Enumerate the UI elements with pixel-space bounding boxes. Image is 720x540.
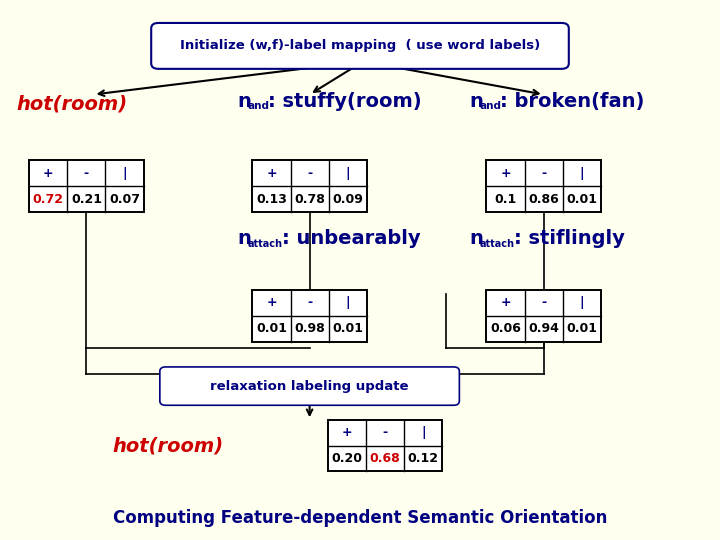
Text: |: | <box>346 296 350 309</box>
Text: n: n <box>238 92 251 111</box>
Text: 0.78: 0.78 <box>294 193 325 206</box>
FancyBboxPatch shape <box>487 160 601 212</box>
Text: +: + <box>266 167 276 180</box>
Text: +: + <box>342 426 352 439</box>
Text: -: - <box>84 167 89 180</box>
Text: 0.01: 0.01 <box>256 322 287 335</box>
Text: hot(room): hot(room) <box>112 436 223 455</box>
Text: 0.07: 0.07 <box>109 193 140 206</box>
Text: 0.21: 0.21 <box>71 193 102 206</box>
Text: hot(room): hot(room) <box>17 94 127 113</box>
Text: -: - <box>307 296 312 309</box>
FancyBboxPatch shape <box>160 367 459 405</box>
Text: 0.13: 0.13 <box>256 193 287 206</box>
Text: n: n <box>238 229 251 248</box>
Text: -: - <box>382 426 388 439</box>
Text: n: n <box>469 229 483 248</box>
FancyBboxPatch shape <box>29 160 144 212</box>
Text: 0.1: 0.1 <box>495 193 516 206</box>
Text: +: + <box>500 296 510 309</box>
Text: 0.01: 0.01 <box>566 322 598 335</box>
Text: attach: attach <box>248 239 283 249</box>
Text: 0.98: 0.98 <box>294 322 325 335</box>
Text: 0.06: 0.06 <box>490 322 521 335</box>
Text: |: | <box>580 167 584 180</box>
Text: : broken(fan): : broken(fan) <box>500 92 644 111</box>
Text: : stiflingly: : stiflingly <box>514 229 625 248</box>
Text: +: + <box>43 167 53 180</box>
Text: : unbearably: : unbearably <box>282 229 421 248</box>
Text: -: - <box>307 167 312 180</box>
Text: -: - <box>541 167 546 180</box>
Text: Initialize (w,f)-label mapping  ( use word labels): Initialize (w,f)-label mapping ( use wor… <box>180 39 540 52</box>
Text: 0.94: 0.94 <box>528 322 559 335</box>
FancyBboxPatch shape <box>252 160 366 212</box>
FancyBboxPatch shape <box>151 23 569 69</box>
Text: |: | <box>346 167 350 180</box>
Text: 0.12: 0.12 <box>408 452 439 465</box>
FancyBboxPatch shape <box>252 290 366 342</box>
Text: 0.20: 0.20 <box>331 452 363 465</box>
Text: -: - <box>541 296 546 309</box>
Text: 0.01: 0.01 <box>332 322 364 335</box>
FancyBboxPatch shape <box>487 290 601 342</box>
Text: n: n <box>469 92 483 111</box>
Text: relaxation labeling update: relaxation labeling update <box>210 380 409 393</box>
Text: 0.86: 0.86 <box>528 193 559 206</box>
Text: +: + <box>500 167 510 180</box>
Text: and: and <box>248 102 270 111</box>
Text: 0.09: 0.09 <box>333 193 363 206</box>
Text: |: | <box>122 167 127 180</box>
Text: |: | <box>580 296 584 309</box>
Text: 0.01: 0.01 <box>566 193 598 206</box>
Text: 0.68: 0.68 <box>370 452 400 465</box>
Text: : stuffy(room): : stuffy(room) <box>268 92 421 111</box>
Text: 0.72: 0.72 <box>32 193 64 206</box>
Text: +: + <box>266 296 276 309</box>
Text: Computing Feature-dependent Semantic Orientation: Computing Feature-dependent Semantic Ori… <box>113 509 607 528</box>
Text: and: and <box>480 102 502 111</box>
Text: |: | <box>421 426 426 439</box>
Text: attach: attach <box>480 239 515 249</box>
FancyBboxPatch shape <box>328 420 442 471</box>
